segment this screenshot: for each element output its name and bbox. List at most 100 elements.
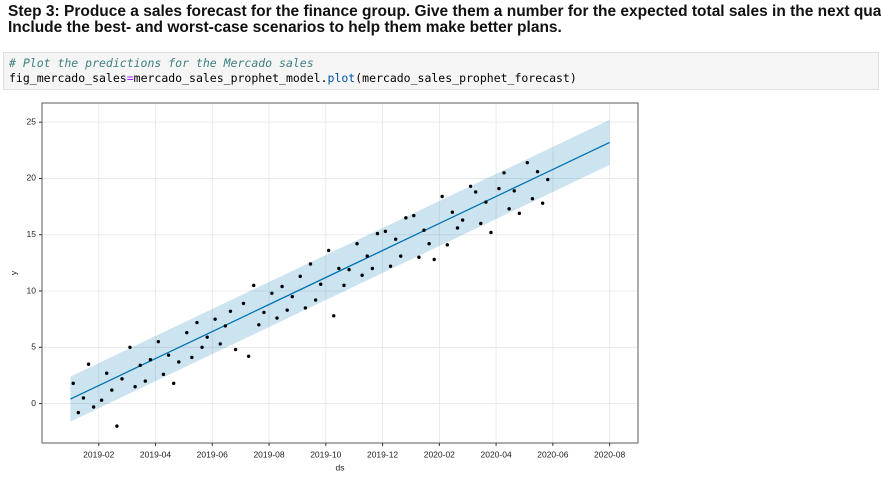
data-point <box>262 310 266 315</box>
data-point <box>313 298 318 302</box>
data-point <box>546 177 550 182</box>
y-tick-label: 0 <box>31 398 36 408</box>
data-point <box>383 229 388 234</box>
data-point <box>99 398 104 402</box>
data-point <box>347 267 351 272</box>
data-point <box>298 274 302 279</box>
data-point <box>241 301 246 306</box>
data-point <box>512 189 516 193</box>
data-point <box>81 396 86 400</box>
markdown-line: Step 3: Produce a sales forecast for the… <box>8 3 881 20</box>
data-point <box>143 379 148 383</box>
data-point <box>246 354 251 359</box>
data-point <box>440 194 444 199</box>
data-point <box>233 347 238 352</box>
data-point <box>502 171 506 175</box>
y-tick-label: 10 <box>27 285 37 295</box>
x-tick-label: 2020-06 <box>537 449 568 459</box>
data-point <box>290 294 295 299</box>
chart: y ds 0 5 10 15 20 25 2019-02 2019-04 2019-06 2019… <box>8 102 639 472</box>
x-tick-label: 2019-12 <box>367 449 398 459</box>
data-point <box>275 316 279 320</box>
code-token: mercado_sales_prophet_model <box>133 71 321 85</box>
data-point <box>71 381 75 386</box>
y-tick-label: 20 <box>27 173 37 183</box>
x-tick-label: 2019-08 <box>253 449 284 459</box>
data-point <box>185 330 189 335</box>
data-point <box>489 230 493 235</box>
code-cell[interactable]: # Plot the predictions for the Mercado s… <box>3 52 879 90</box>
code-line: fig_mercado_sales=mercado_sales_prophet_… <box>9 71 873 86</box>
data-point <box>76 410 81 415</box>
markdown-cell: Step 3: Produce a sales forecast for the… <box>8 4 881 36</box>
data-point <box>110 388 114 392</box>
data-point <box>365 254 369 258</box>
data-point <box>450 210 455 214</box>
data-point <box>507 207 511 211</box>
data-point <box>427 242 431 246</box>
x-tick-label: 2020-04 <box>480 449 511 459</box>
data-point <box>370 266 375 271</box>
markdown-line: Include the best- and worst-case scenari… <box>8 19 562 36</box>
data-point <box>445 243 449 247</box>
data-point <box>120 377 124 381</box>
data-point <box>525 160 530 165</box>
data-point <box>105 371 109 375</box>
data-point <box>308 262 313 266</box>
data-point <box>375 231 380 236</box>
data-point <box>190 355 194 360</box>
data-point <box>497 186 501 191</box>
data-point <box>223 324 228 328</box>
data-point <box>257 323 261 327</box>
data-point <box>280 284 284 289</box>
data-point <box>530 196 535 201</box>
data-point <box>337 266 341 271</box>
data-point <box>535 169 540 174</box>
y-tick-label: 5 <box>31 342 36 352</box>
data-point <box>252 283 256 288</box>
data-point <box>270 291 274 295</box>
data-point <box>91 405 96 409</box>
code-token: . <box>320 71 328 85</box>
data-point <box>171 381 176 386</box>
data-point <box>319 282 323 286</box>
data-point <box>360 273 364 277</box>
code-token: = <box>126 71 134 85</box>
data-point <box>218 342 222 346</box>
data-point <box>417 255 421 259</box>
x-tick-label: 2019-10 <box>310 449 341 459</box>
data-point <box>177 360 181 364</box>
data-point <box>432 257 436 262</box>
data-point <box>148 357 153 362</box>
x-tick-label: 2019-02 <box>83 449 114 459</box>
x-tick-label: 2020-02 <box>424 449 455 459</box>
forecast-line <box>70 141 610 400</box>
data-point <box>388 264 393 268</box>
data-point <box>517 211 522 216</box>
data-point <box>455 226 460 230</box>
x-axis-label: ds <box>336 462 345 472</box>
code-comment: # Plot the predictions for the Mercado s… <box>9 56 314 70</box>
data-point <box>473 190 478 194</box>
data-point <box>200 345 204 350</box>
data-point <box>228 309 233 313</box>
data-point <box>412 213 416 218</box>
data-point <box>484 200 488 204</box>
data-point <box>303 306 308 310</box>
y-tick-label: 15 <box>27 229 37 239</box>
y-axis-label: y <box>8 270 18 275</box>
y-tick-label: 25 <box>27 116 37 126</box>
x-tick-label: 2019-04 <box>140 449 171 459</box>
data-point <box>86 362 91 366</box>
data-point <box>355 242 359 246</box>
data-point <box>161 372 166 377</box>
code-token: (mercado_sales_prophet_forecast) <box>355 71 577 85</box>
data-point <box>285 308 289 312</box>
data-point <box>213 317 217 321</box>
data-point <box>156 339 161 344</box>
data-point <box>195 320 199 325</box>
data-point <box>342 283 346 288</box>
data-point <box>128 345 132 350</box>
data-point <box>468 184 473 189</box>
